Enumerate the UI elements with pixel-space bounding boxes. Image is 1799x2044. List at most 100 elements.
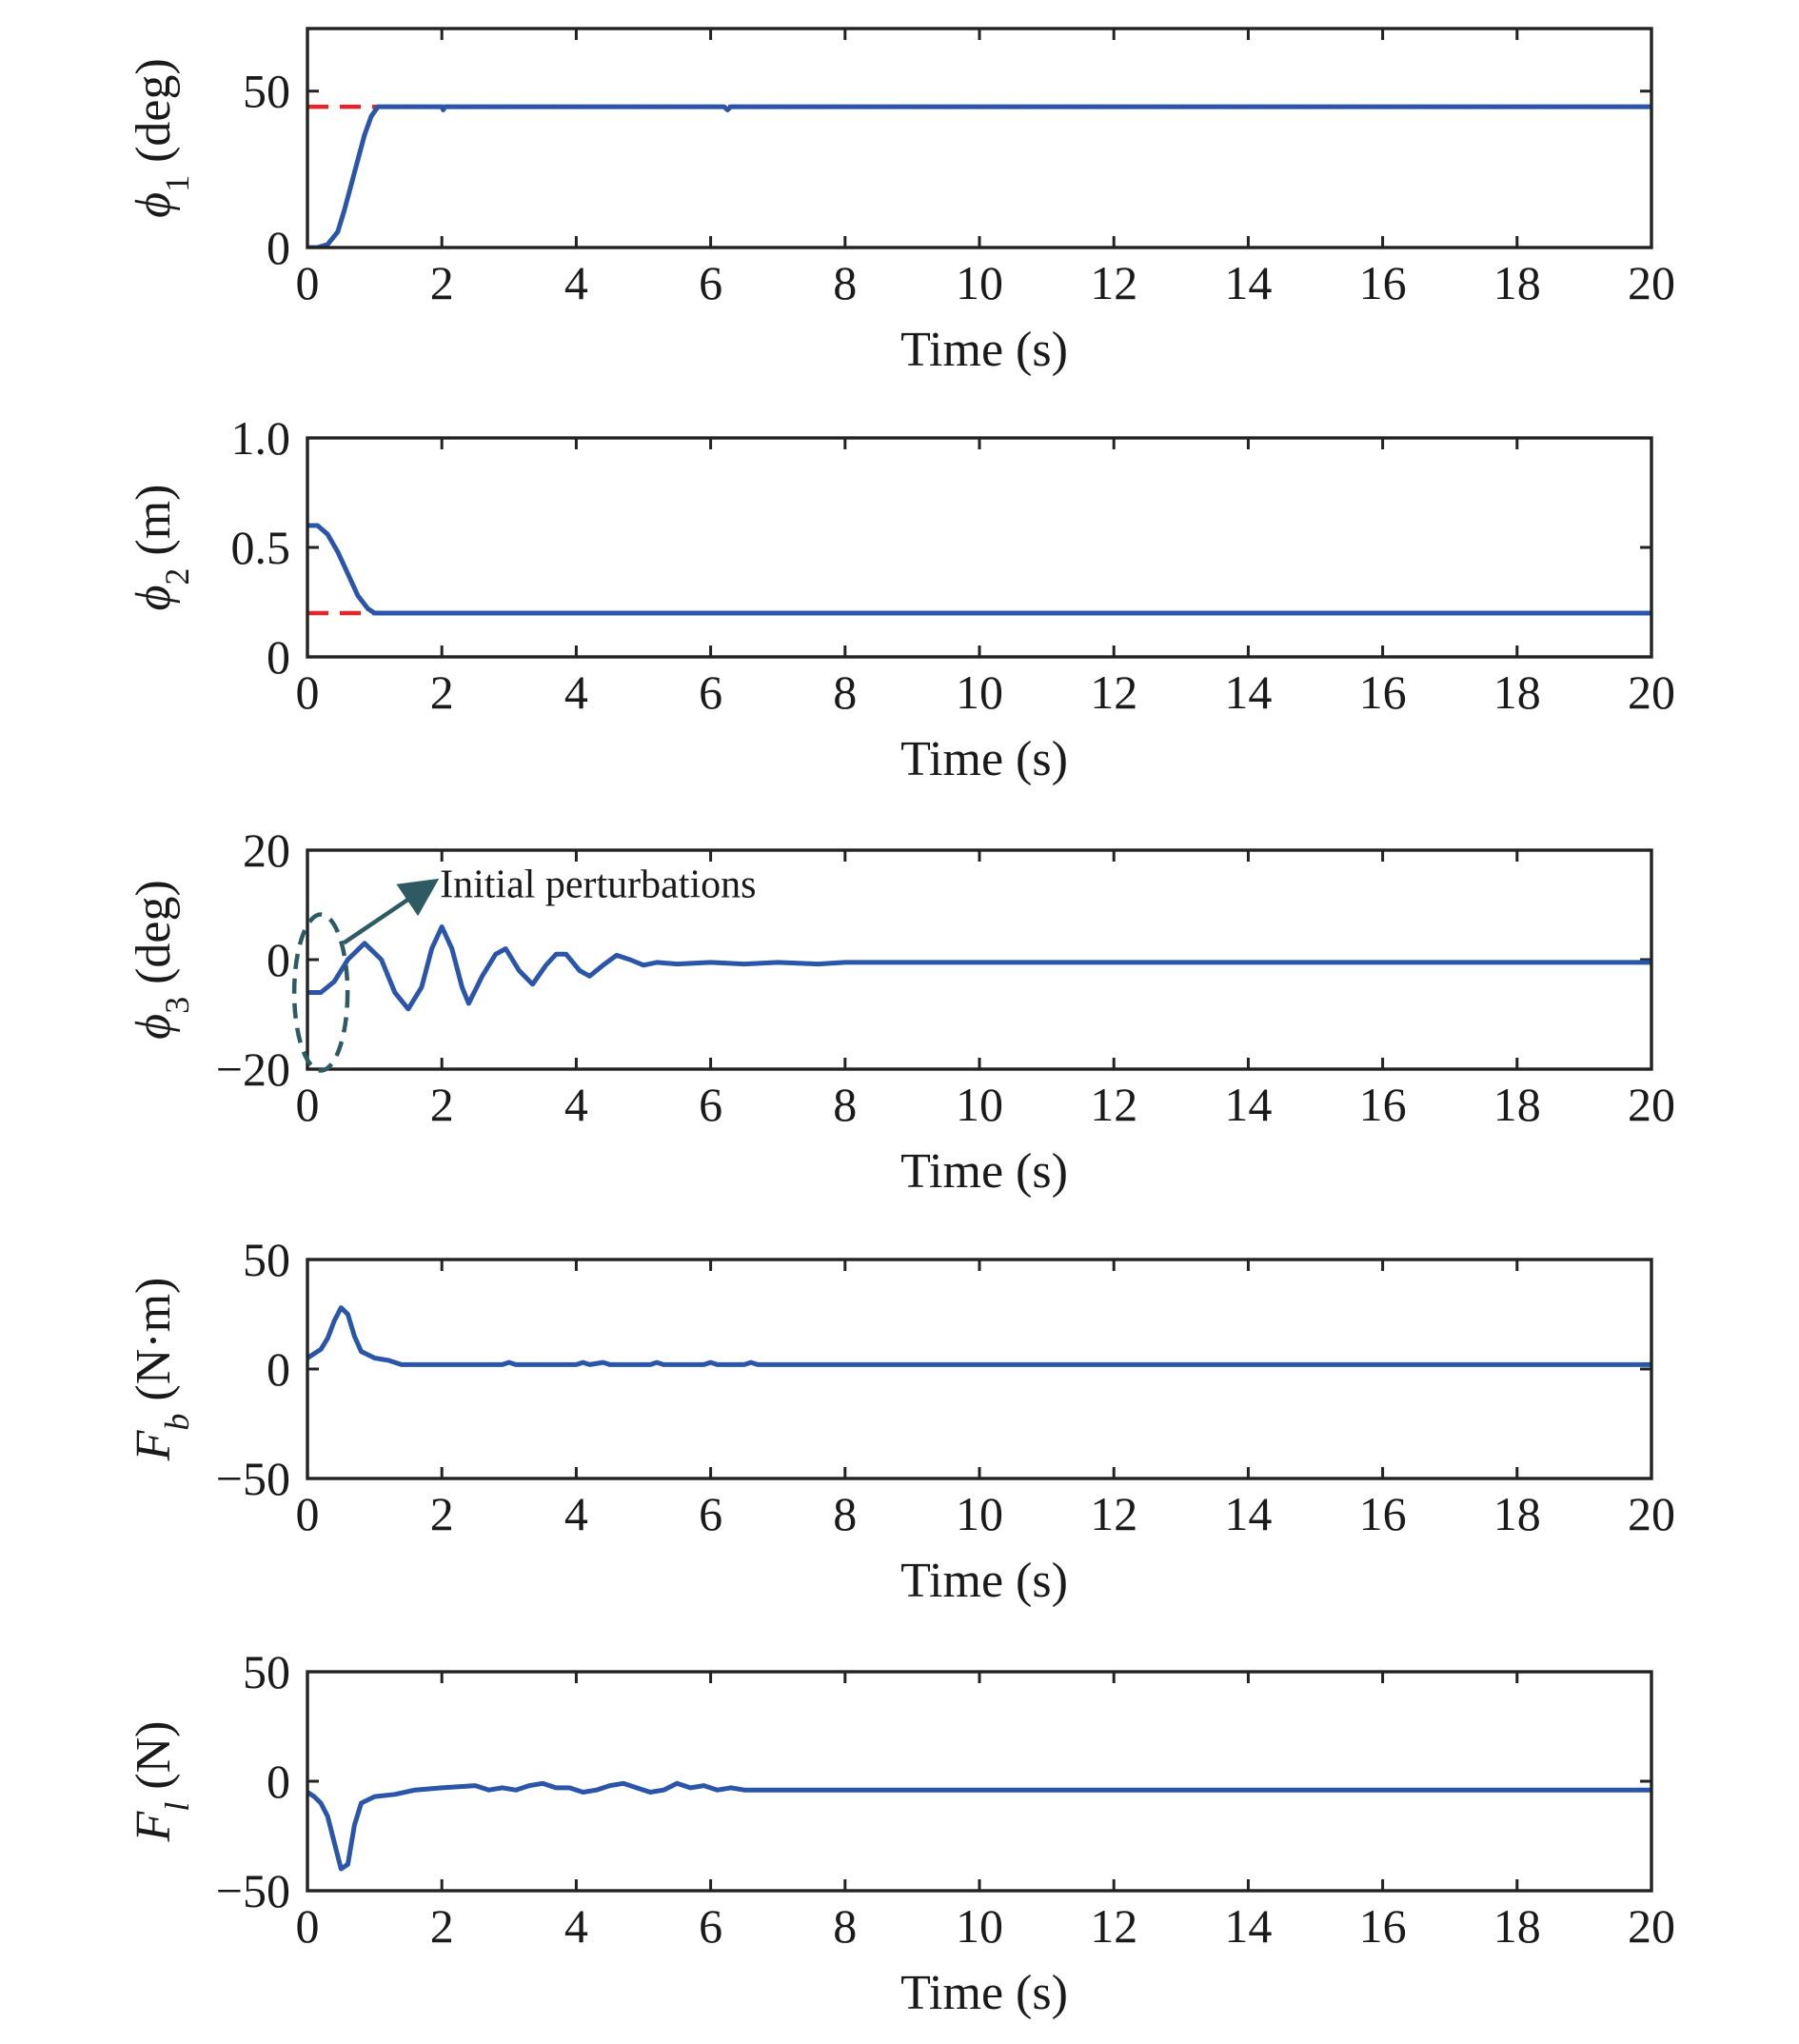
x-tick-label: 0 — [296, 1078, 320, 1131]
y-tick-label: −50 — [216, 1864, 290, 1917]
y-axis-subscript: 2 — [158, 568, 196, 585]
series-line — [307, 104, 1651, 248]
y-axis-subscript: l — [158, 1802, 196, 1812]
y-axis-subscript: 1 — [158, 175, 196, 192]
y-axis-label: Fl (N) — [127, 1721, 196, 1843]
x-axis-label: Time (s) — [900, 323, 1068, 377]
x-tick-label: 4 — [564, 665, 588, 719]
y-axis-symbol: ϕ — [127, 585, 181, 611]
x-tick-label: 6 — [699, 256, 722, 309]
x-tick-label: 20 — [1628, 1899, 1675, 1953]
y-axis-symbol: F — [127, 1429, 181, 1461]
x-tick-label: 0 — [296, 1487, 320, 1540]
x-tick-label: 14 — [1224, 1487, 1272, 1540]
x-tick-label: 16 — [1359, 1487, 1407, 1540]
x-tick-label: 18 — [1493, 665, 1541, 719]
y-tick-label: 20 — [243, 824, 290, 877]
plot-frame — [306, 1670, 1653, 1893]
annotation-ellipse — [291, 912, 350, 1073]
x-tick-label: 8 — [833, 1899, 857, 1953]
x-tick-label: 14 — [1224, 1078, 1272, 1131]
y-axis-unit: (N) — [127, 1721, 181, 1802]
series-line — [307, 1305, 1651, 1367]
y-axis-label: Fb (N·m) — [127, 1278, 196, 1462]
x-axis-label: Time (s) — [900, 732, 1068, 786]
y-tick-label: 0 — [267, 221, 290, 274]
x-tick-label: 10 — [956, 1078, 1003, 1131]
x-tick-label: 20 — [1628, 665, 1675, 719]
x-tick-label: 2 — [430, 665, 454, 719]
y-axis-unit: (m) — [127, 484, 181, 567]
x-tick-label: 20 — [1628, 1487, 1675, 1540]
x-tick-label: 4 — [564, 1487, 588, 1540]
y-tick-label: 0.5 — [231, 521, 291, 574]
x-tick-label: 12 — [1090, 1899, 1137, 1953]
y-axis-symbol: ϕ — [127, 1014, 181, 1040]
x-tick-label: 12 — [1090, 1487, 1137, 1540]
y-axis-unit: (deg) — [127, 880, 181, 997]
series-line — [307, 1780, 1651, 1872]
y-tick-label: 0 — [267, 1342, 290, 1396]
series-line — [307, 523, 1651, 616]
x-tick-label: 10 — [956, 1487, 1003, 1540]
plot-frame — [306, 848, 1653, 1071]
x-tick-label: 4 — [564, 1899, 588, 1953]
plot-frame — [306, 27, 1653, 249]
x-tick-label: 10 — [956, 256, 1003, 309]
x-tick-label: 6 — [699, 665, 722, 719]
x-tick-label: 4 — [564, 256, 588, 309]
y-tick-label: 0 — [267, 1755, 290, 1808]
plot-frame — [306, 1258, 1653, 1480]
x-tick-label: 18 — [1493, 256, 1541, 309]
x-tick-label: 18 — [1493, 1078, 1541, 1131]
x-tick-label: 12 — [1090, 256, 1137, 309]
x-tick-label: 2 — [430, 256, 454, 309]
x-axis-label: Time (s) — [900, 1554, 1068, 1608]
x-tick-label: 8 — [833, 1078, 857, 1131]
y-tick-label: 50 — [243, 1645, 290, 1698]
x-tick-label: 20 — [1628, 1078, 1675, 1131]
x-tick-label: 6 — [699, 1899, 722, 1953]
x-tick-label: 16 — [1359, 1899, 1407, 1953]
x-tick-label: 16 — [1359, 1078, 1407, 1131]
y-axis-unit: (deg) — [127, 58, 181, 175]
x-tick-label: 14 — [1224, 256, 1272, 309]
y-axis-label: ϕ2 (m) — [127, 484, 196, 610]
x-tick-label: 16 — [1359, 256, 1407, 309]
y-axis-label: ϕ3 (deg) — [127, 880, 196, 1040]
y-tick-label: −20 — [216, 1042, 290, 1096]
y-tick-label: 0 — [267, 933, 290, 986]
y-axis-subscript: b — [158, 1414, 196, 1431]
x-tick-label: 12 — [1090, 1078, 1137, 1131]
panel-1: 0 2 4 6 8 10 12 14 16 18 20 0 50 Time (s) ϕ1 (deg) — [127, 27, 1675, 377]
y-tick-label: 1.0 — [231, 411, 291, 465]
x-tick-label: 14 — [1224, 1899, 1272, 1953]
x-tick-label: 2 — [430, 1487, 454, 1540]
x-tick-label: 0 — [296, 665, 320, 719]
x-tick-label: 10 — [956, 1899, 1003, 1953]
x-tick-label: 8 — [833, 665, 857, 719]
x-tick-label: 8 — [833, 1487, 857, 1540]
plot-frame — [306, 436, 1653, 659]
series-line — [307, 924, 1651, 1012]
x-tick-label: 6 — [699, 1078, 722, 1131]
x-tick-label: 6 — [699, 1487, 722, 1540]
y-tick-label: 50 — [243, 1233, 290, 1286]
x-tick-label: 8 — [833, 256, 857, 309]
annotation: Initial perturbations — [291, 863, 757, 1073]
x-tick-label: 10 — [956, 665, 1003, 719]
x-tick-label: 4 — [564, 1078, 588, 1131]
x-axis-label: Time (s) — [900, 1144, 1068, 1199]
x-tick-label: 14 — [1224, 665, 1272, 719]
y-axis-symbol: F — [127, 1810, 181, 1842]
y-axis-label: ϕ1 (deg) — [127, 58, 196, 218]
annotation-label: Initial perturbations — [440, 863, 756, 906]
y-tick-label: −50 — [216, 1452, 290, 1505]
x-tick-label: 18 — [1493, 1487, 1541, 1540]
x-tick-label: 0 — [296, 256, 320, 309]
